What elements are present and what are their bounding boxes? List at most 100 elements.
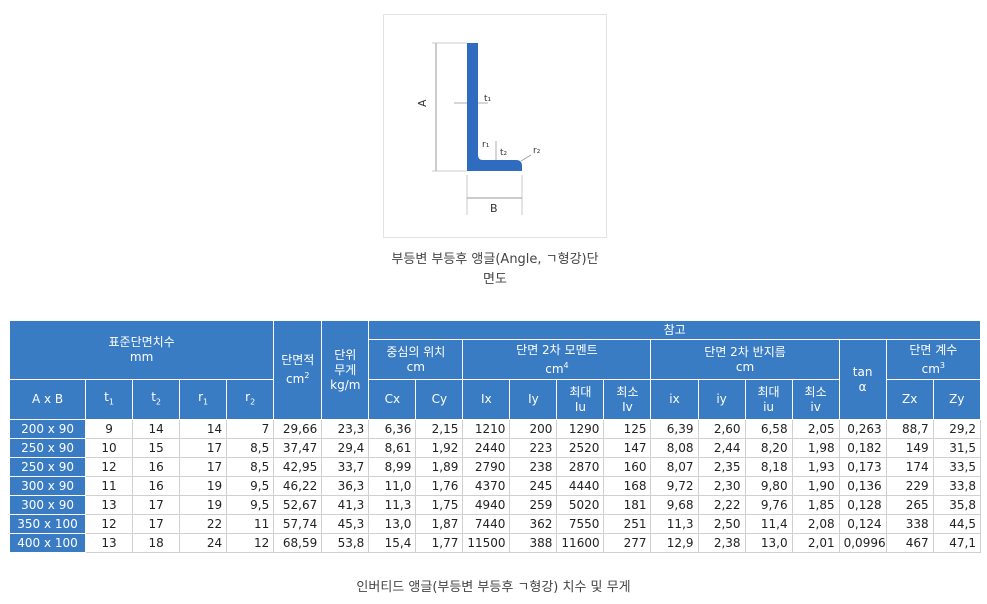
header-iv-moment-label: Iv [622,399,633,414]
header-weight-unit: kg/m [330,377,361,392]
table-cell: 7 [226,419,275,439]
dim-label-b: B [490,202,498,215]
table-cell: 11500 [462,533,511,553]
table-cell: 1,98 [791,438,840,458]
angle-section-figure: A t₁ r₁ t₂ r₂ B [383,14,607,238]
header-iu-radius-max: 최대 [757,384,780,399]
table-cell: 29,66 [273,419,323,439]
dim-label-t1: t₁ [484,94,492,104]
dim-label-r2: r₂ [533,146,541,156]
table-cell: 9,5 [226,476,275,496]
table-cell: 9,76 [744,495,793,515]
angle-profile-shape [467,43,522,171]
header-radius-label: 단면 2차 반지름 [704,344,786,359]
table-cell: 259 [509,495,558,515]
table-cell: 57,74 [273,514,323,534]
table-cell: 41,3 [321,495,370,515]
table-cell: 9,80 [744,476,793,496]
table-cell: 1,85 [791,495,840,515]
table-cell: 2,30 [697,476,746,496]
row-size-cell: 300 x 90 [8,476,87,496]
table-cell: 168 [603,476,652,496]
table-cell: 9,5 [226,495,275,515]
table-cell: 12 [226,533,275,553]
table-cell: 12 [85,514,134,534]
table-cell: 8,5 [226,438,275,458]
table-cell: 1,77 [415,533,464,553]
table-cell: 2,08 [791,514,840,534]
table-cell: 388 [509,533,558,553]
table-cell: 44,5 [932,514,982,534]
table-cell: 1,76 [415,476,464,496]
header-zy: Zy [932,379,982,420]
table-cell: 265 [885,495,934,515]
header-weight: 단위 무게 kg/m [321,320,370,420]
table-cell: 22 [179,514,228,534]
header-cx: Cx [368,379,417,420]
header-ix-radius: ix [650,379,699,420]
table-cell: 1290 [556,419,605,439]
table-cell: 5020 [556,495,605,515]
header-area-label: 단면적 [281,353,315,367]
table-cell: 0,124 [838,514,887,534]
table-cell: 11 [85,476,134,496]
header-t2: t2 [132,379,181,420]
table-cell: 11,3 [650,514,699,534]
table-cell: 33,8 [932,476,982,496]
table-cell: 160 [603,457,652,477]
table-row: 350 x 100 12 17 22 11 57,74 45,3 13,0 1,87 7440 36… [8,514,982,534]
header-standard-unit: mm [129,350,154,364]
table-row: 300 x 90 11 16 19 9,5 46,22 36,3 11,0 1,76 4370 24… [8,476,982,496]
table-cell: 1,90 [791,476,840,496]
table-cell: 17 [179,438,228,458]
table-cell: 2,01 [791,533,840,553]
table-cell: 6,36 [368,419,417,439]
table-cell: 88,7 [885,419,934,439]
table-caption: 인버티드 앵글(부등변 부등후 ㄱ형강) 치수 및 무게 [356,580,631,595]
header-iu-radius: 최대 iu [744,379,793,420]
header-ix-moment: Ix [462,379,511,420]
table-cell: 2790 [462,457,511,477]
header-centroid-label: 중심의 위치 [386,344,446,359]
header-iv-radius: 최소 iv [791,379,840,420]
table-cell: 6,58 [744,419,793,439]
row-size-cell: 250 x 90 [8,438,87,458]
table-cell: 238 [509,457,558,477]
header-iy-radius: iy [697,379,746,420]
header-modulus-unit: cm3 [921,360,946,376]
table-cell: 17 [132,495,181,515]
figure-caption-line1: 부등변 부등후 앵글(Angle, ㄱ형강)단 [391,252,599,267]
table-cell: 11600 [556,533,605,553]
header-modulus: 단면 계수 cm3 [885,339,982,380]
table-cell: 19 [179,495,228,515]
table-cell: 14 [179,419,228,439]
header-tan-line2: α [858,379,867,394]
row-size-cell: 300 x 90 [8,495,87,515]
header-moment: 단면 2차 모멘트 cm4 [462,339,652,380]
header-standard-dims: 표준단면치수 mm [8,320,275,380]
table-cell: 46,22 [273,476,323,496]
table-cell: 15,4 [368,533,417,553]
table-cell: 8,99 [368,457,417,477]
table-cell: 2,05 [791,419,840,439]
table-cell: 467 [885,533,934,553]
header-iv-moment: 최소 Iv [603,379,652,420]
table-cell: 1,89 [415,457,464,477]
table-cell: 31,5 [932,438,982,458]
header-moment-label: 단면 2차 모멘트 [516,342,598,357]
table-cell: 0,263 [838,419,887,439]
header-radius: 단면 2차 반지름 cm [650,339,840,380]
table-cell: 29,4 [321,438,370,458]
header-centroid: 중심의 위치 cm [368,339,464,380]
header-reference: 참고 [368,320,981,340]
table-cell: 6,39 [650,419,699,439]
table-cell: 33,5 [932,457,982,477]
table-cell: 1210 [462,419,511,439]
dim-label-t2: t₂ [500,148,508,158]
table-cell: 251 [603,514,652,534]
table-cell: 2,44 [697,438,746,458]
header-radius-unit: cm [735,359,755,374]
header-tan-line1: tan [852,364,873,379]
table-cell: 68,59 [273,533,323,553]
table-cell: 0,182 [838,438,887,458]
